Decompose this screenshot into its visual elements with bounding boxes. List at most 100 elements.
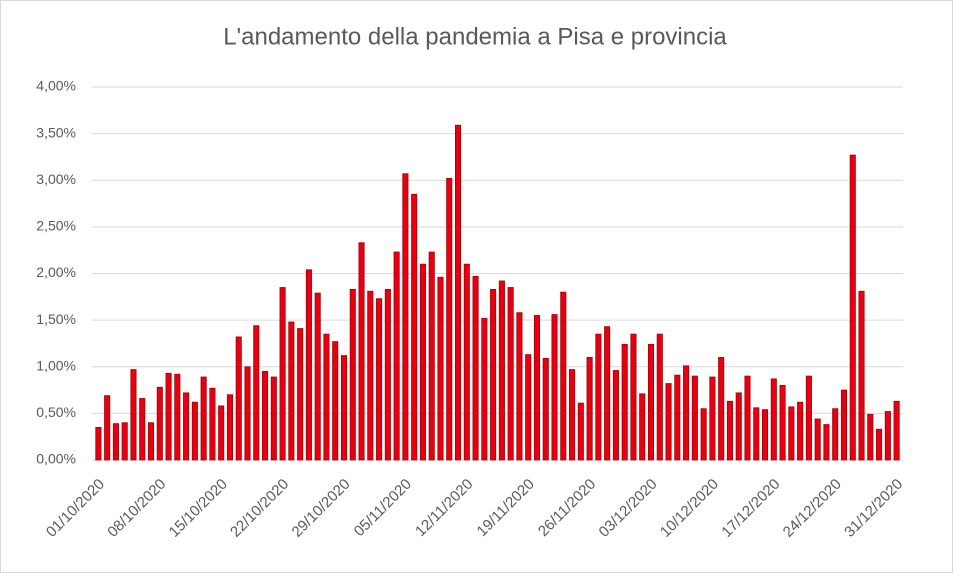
bar [560, 291, 567, 461]
bar [437, 276, 444, 461]
bar [797, 401, 804, 461]
bar [183, 392, 190, 461]
bar [604, 326, 611, 461]
bar [419, 263, 426, 461]
bar [262, 371, 269, 461]
bar [630, 333, 637, 461]
bar [358, 242, 365, 461]
bar [709, 376, 716, 461]
chart-title: L'andamento della pandemia a Pisa e prov… [223, 23, 727, 50]
bar [569, 369, 576, 461]
bar [823, 424, 830, 461]
bar [516, 312, 523, 461]
bar [884, 411, 891, 461]
bar [279, 287, 286, 461]
bar [367, 290, 374, 461]
bar [621, 343, 628, 461]
bar [498, 280, 505, 461]
bar [314, 292, 321, 461]
bar [411, 193, 418, 461]
bar [446, 177, 453, 461]
bar [130, 369, 137, 461]
bar [454, 124, 462, 461]
bar [840, 389, 848, 461]
y-tick-label: 2,50% [36, 218, 76, 234]
bar [691, 375, 698, 461]
bar [191, 401, 198, 461]
bar [779, 384, 786, 461]
bar [253, 325, 260, 461]
bar [226, 394, 233, 461]
bar [297, 328, 304, 461]
bar [147, 422, 155, 461]
bar [384, 288, 391, 461]
bar [770, 378, 777, 461]
bar [683, 365, 690, 461]
bar [858, 290, 865, 461]
y-tick-label: 1,00% [36, 357, 76, 373]
bar [490, 288, 497, 461]
y-tick-label: 4,00% [36, 78, 76, 94]
y-tick-label: 0,50% [36, 404, 76, 420]
bar [349, 288, 356, 461]
bar [551, 314, 558, 461]
bar [700, 408, 707, 461]
bar [95, 426, 102, 461]
bar [472, 275, 479, 461]
bar [244, 366, 251, 461]
bar [270, 376, 277, 461]
bar [156, 386, 163, 461]
bar [586, 357, 593, 461]
y-tick-label: 1,50% [36, 311, 76, 327]
bar [121, 422, 128, 461]
bar [376, 298, 383, 461]
bar [507, 287, 514, 461]
bar [665, 383, 672, 461]
bar [744, 375, 751, 461]
bar [165, 372, 172, 461]
bar [200, 376, 207, 461]
bar [525, 354, 532, 461]
y-tick-label: 2,00% [36, 264, 76, 280]
bar [893, 400, 900, 461]
bar [139, 398, 146, 461]
bar [112, 423, 119, 461]
bar [656, 333, 663, 461]
bar [867, 413, 874, 461]
bar [577, 402, 584, 461]
bar [832, 408, 839, 461]
y-tick-label: 3,50% [36, 124, 76, 140]
bar [674, 374, 681, 461]
bar [542, 357, 549, 461]
bar [849, 154, 856, 461]
y-tick-label: 3,00% [36, 171, 76, 187]
y-tick-label: 0,00% [36, 451, 76, 467]
bar [533, 315, 541, 461]
bar [463, 263, 470, 461]
bar [104, 395, 111, 461]
bar [402, 173, 409, 461]
bar [174, 373, 181, 461]
bar [726, 400, 733, 461]
bar [393, 251, 400, 461]
bar [428, 251, 435, 461]
bar [595, 333, 602, 461]
bar [876, 428, 883, 461]
bar [305, 269, 312, 461]
bar [288, 321, 295, 461]
bar [647, 343, 655, 461]
bar [814, 418, 821, 461]
bar [323, 333, 330, 461]
bar [735, 392, 742, 461]
bar [340, 355, 348, 461]
bar [762, 409, 769, 461]
bar [235, 336, 242, 461]
bar [639, 393, 646, 461]
bar [612, 370, 619, 461]
bar [805, 375, 812, 461]
bar [218, 405, 225, 461]
bar [718, 357, 725, 461]
bar [788, 406, 795, 461]
bar [332, 341, 339, 461]
